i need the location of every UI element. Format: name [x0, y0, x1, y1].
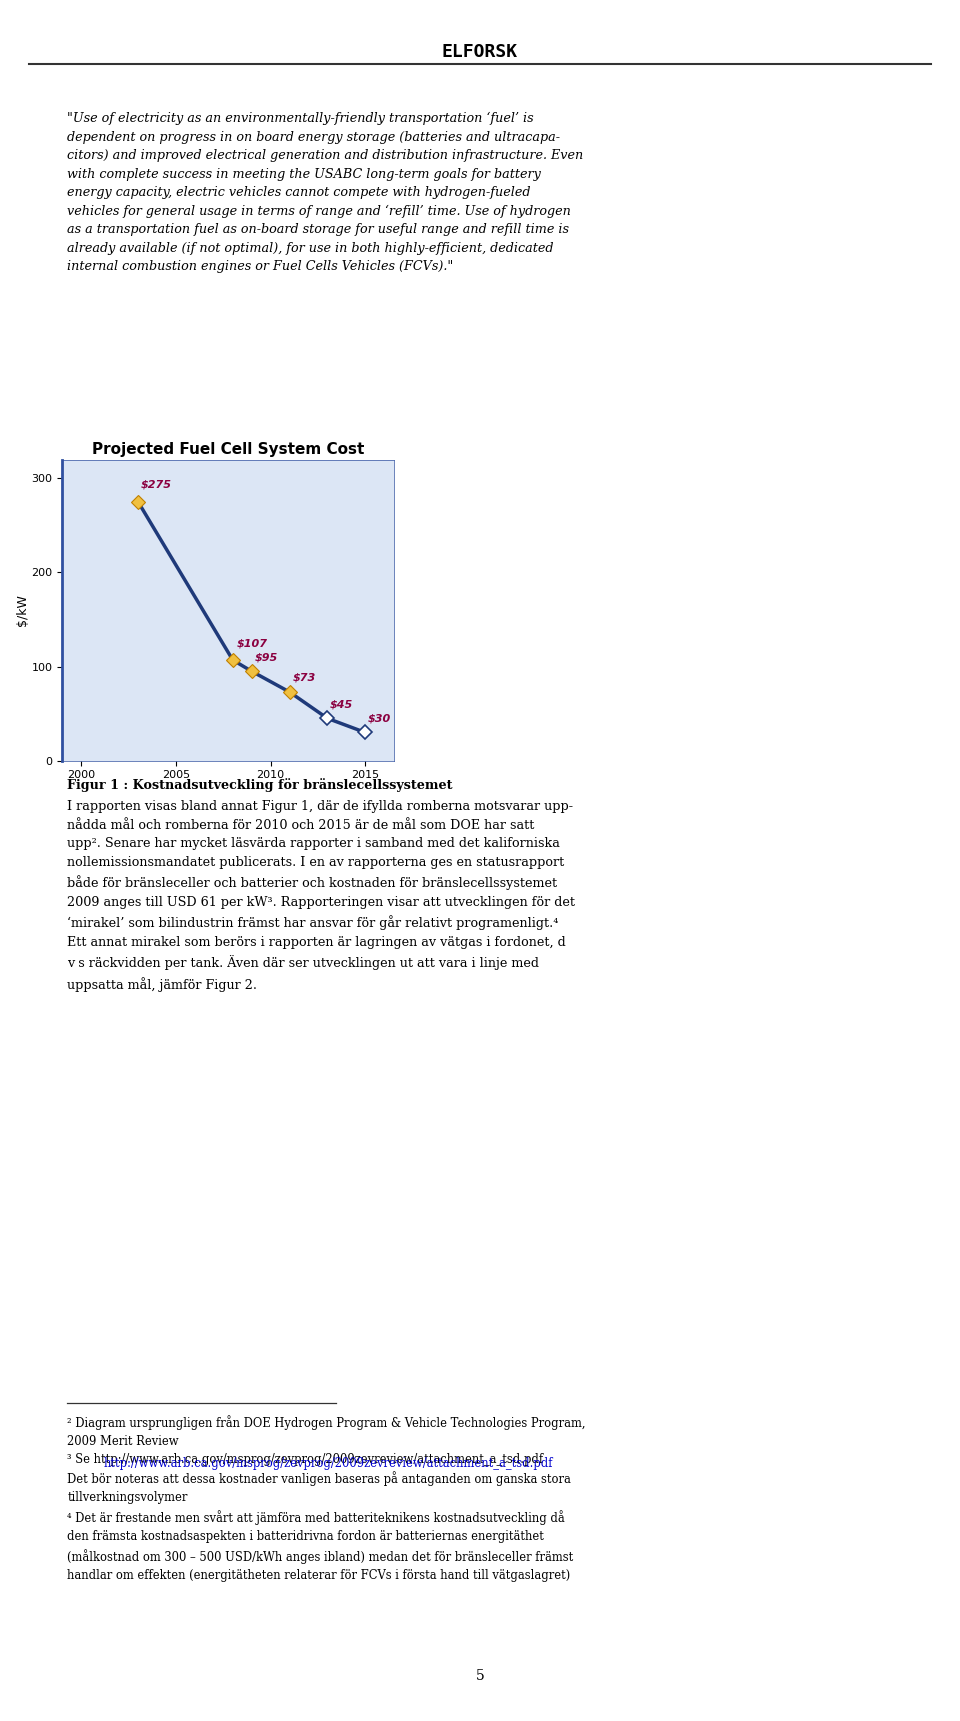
Y-axis label: $/kW: $/kW [15, 594, 29, 626]
Text: $95: $95 [254, 652, 277, 663]
Text: ELFORSK: ELFORSK [442, 43, 518, 60]
Text: $107: $107 [237, 638, 268, 649]
Text: I rapporten visas bland annat Figur 1, där de ifyllda romberna motsvarar upp-
nå: I rapporten visas bland annat Figur 1, d… [67, 800, 575, 991]
Text: $275: $275 [141, 480, 172, 490]
Text: http://www.arb.ca.gov/msprog/zevprog/2009zevreview/attachment_a_tsd.pdf: http://www.arb.ca.gov/msprog/zevprog/200… [104, 1456, 553, 1470]
Title: Projected Fuel Cell System Cost: Projected Fuel Cell System Cost [92, 442, 364, 458]
Text: $73: $73 [292, 673, 316, 683]
Text: $45: $45 [330, 699, 353, 709]
Text: "Use of electricity as an environmentally-friendly transportation ‘fuel’ is
depe: "Use of electricity as an environmentall… [67, 112, 584, 274]
Text: 5: 5 [475, 1669, 485, 1683]
Text: ² Diagram ursprungligen från DOE Hydrogen Program & Vehicle Technologies Program: ² Diagram ursprungligen från DOE Hydroge… [67, 1415, 586, 1582]
Text: Figur 1 : Kostnadsutveckling för bränslecellssystemet: Figur 1 : Kostnadsutveckling för bränsle… [67, 778, 453, 792]
Text: $30: $30 [368, 712, 392, 723]
